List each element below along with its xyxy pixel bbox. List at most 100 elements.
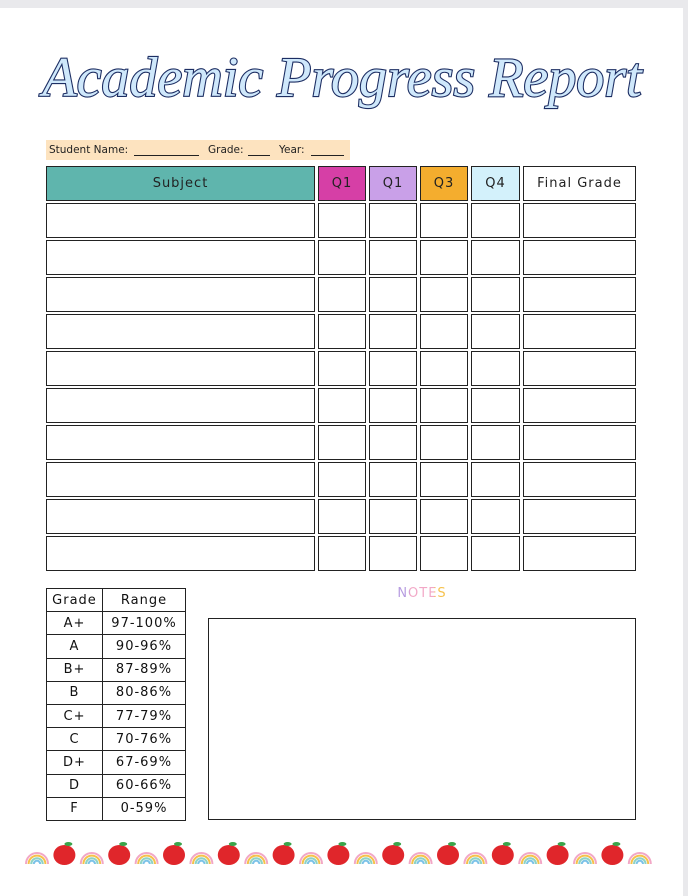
apple-leaf	[557, 842, 566, 846]
rainbow	[356, 854, 376, 865]
rainbow	[134, 852, 159, 865]
table-cell	[471, 351, 520, 386]
table-cell	[369, 203, 417, 238]
table-cell	[46, 499, 315, 534]
table-cell	[420, 425, 468, 460]
table-cell	[369, 388, 417, 423]
rainbow	[520, 854, 540, 865]
column-header: Q4	[471, 166, 520, 201]
table-cell	[523, 462, 636, 497]
apple-leaf	[119, 842, 128, 846]
table-cell	[46, 314, 315, 349]
table-cell	[523, 314, 636, 349]
table-cell	[46, 203, 315, 238]
table-cell	[318, 499, 366, 534]
table-cell	[471, 425, 520, 460]
rainbow	[192, 854, 211, 865]
grade-header: Range	[102, 588, 186, 613]
rainbow	[197, 859, 206, 865]
grade-cell: 67-69%	[102, 750, 186, 775]
table-cell	[523, 351, 636, 386]
table-cell	[369, 277, 417, 312]
grade-cell: B	[46, 680, 103, 705]
apple-leaf	[174, 842, 182, 846]
rainbow	[578, 857, 592, 865]
rainbow	[252, 859, 261, 865]
rainbow	[306, 859, 316, 865]
grade-header: Grade	[46, 588, 103, 613]
table-cell	[523, 536, 636, 571]
rainbow	[411, 854, 430, 865]
blank-line	[311, 155, 344, 156]
grade-cell: F	[46, 796, 103, 821]
blank-line	[134, 155, 199, 156]
apple-leaf	[502, 842, 511, 846]
table-cell	[471, 462, 520, 497]
table-cell	[318, 314, 366, 349]
column-header: Subject	[46, 166, 315, 201]
rainbow	[413, 857, 428, 865]
apple	[382, 845, 405, 865]
table-cell	[420, 314, 468, 349]
rainbow	[518, 852, 543, 865]
table-cell	[471, 388, 520, 423]
rainbow	[523, 857, 537, 865]
rainbow	[246, 854, 266, 865]
rainbow	[194, 857, 209, 865]
table-cell	[523, 499, 636, 534]
year-label: Year:	[279, 144, 305, 156]
grade-cell: C	[46, 727, 103, 752]
grade-cell: D+	[46, 750, 103, 775]
table-cell	[523, 203, 636, 238]
table-cell	[420, 203, 468, 238]
notes-box	[208, 618, 636, 820]
table-cell	[318, 536, 366, 571]
table-cell	[471, 536, 520, 571]
rainbow	[85, 857, 99, 865]
apple	[491, 845, 514, 865]
grade-cell: 80-86%	[102, 680, 186, 705]
rainbow	[408, 852, 433, 865]
rainbow	[468, 857, 483, 865]
table-cell	[471, 314, 520, 349]
grade-cell: A	[46, 634, 103, 659]
table-cell	[420, 240, 468, 275]
table-cell	[471, 240, 520, 275]
rainbow	[526, 859, 535, 865]
table-cell	[318, 388, 366, 423]
grade-cell: 97-100%	[102, 611, 186, 636]
table-cell	[46, 277, 315, 312]
grade-cell: 90-96%	[102, 634, 186, 659]
table-cell	[471, 203, 520, 238]
rainbow	[299, 852, 323, 865]
table-cell	[420, 462, 468, 497]
table-cell	[369, 462, 417, 497]
apple-leaf	[612, 842, 621, 846]
table-cell	[523, 277, 636, 312]
grade-cell: D	[46, 773, 103, 798]
page: Academic Progress Report Student Name: G…	[0, 8, 683, 896]
rainbow	[139, 857, 154, 865]
rainbow	[249, 857, 263, 865]
rainbow	[30, 857, 44, 865]
table-cell	[369, 314, 417, 349]
apple	[546, 845, 569, 865]
apple-leaf	[448, 842, 456, 846]
student-info: Student Name: Grade: Year:	[46, 140, 350, 160]
border-decoration	[25, 842, 652, 865]
grade-cell: 60-66%	[102, 773, 186, 798]
rainbow	[575, 854, 595, 865]
apple	[163, 845, 185, 865]
apple	[53, 845, 76, 865]
grade-cell: 70-76%	[102, 727, 186, 752]
grade-cell: B+	[46, 657, 103, 682]
table-cell	[318, 462, 366, 497]
apple-leaf	[338, 842, 347, 846]
rainbow	[82, 854, 102, 865]
rainbow	[573, 852, 597, 865]
table-cell	[46, 462, 315, 497]
table-cell	[318, 203, 366, 238]
table-cell	[471, 499, 520, 534]
table-cell	[46, 351, 315, 386]
